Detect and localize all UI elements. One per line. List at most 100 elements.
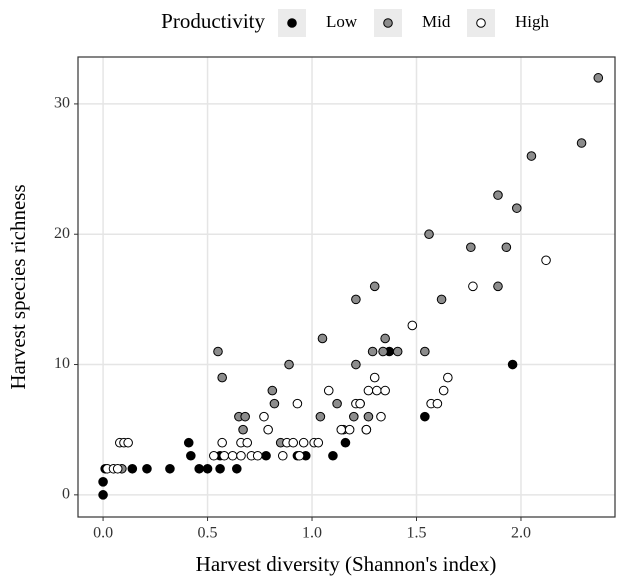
point xyxy=(466,242,476,253)
point xyxy=(98,490,108,500)
point xyxy=(194,463,204,474)
point xyxy=(380,385,390,396)
point xyxy=(269,398,280,409)
legend-marker xyxy=(476,18,486,28)
y-tick-label: 0 xyxy=(62,486,70,503)
point xyxy=(112,463,123,474)
point xyxy=(436,294,447,305)
point xyxy=(443,372,453,383)
point xyxy=(328,450,338,461)
point xyxy=(332,398,342,409)
point xyxy=(288,437,299,448)
point xyxy=(363,411,374,422)
x-tick-label: 1.5 xyxy=(406,525,426,542)
point xyxy=(361,424,372,435)
legend-label: Low xyxy=(326,12,358,31)
point xyxy=(123,437,133,448)
point xyxy=(323,385,334,396)
point xyxy=(380,333,390,344)
point xyxy=(526,151,537,161)
point xyxy=(240,411,250,422)
point xyxy=(468,281,478,292)
point xyxy=(363,385,374,396)
point xyxy=(313,437,324,448)
point xyxy=(493,190,503,200)
point xyxy=(438,385,449,396)
point xyxy=(432,398,443,409)
point xyxy=(232,463,242,474)
point xyxy=(242,437,253,448)
point xyxy=(213,346,223,357)
point xyxy=(252,450,263,461)
point xyxy=(259,411,269,422)
point xyxy=(267,385,278,396)
point xyxy=(98,477,108,487)
point xyxy=(407,320,418,331)
point xyxy=(593,73,604,83)
point xyxy=(369,281,380,292)
point xyxy=(127,463,138,474)
y-tick-label: 10 xyxy=(54,355,70,372)
point xyxy=(355,398,365,409)
point xyxy=(511,203,522,213)
point xyxy=(315,411,326,422)
legend-label: High xyxy=(515,12,550,31)
point xyxy=(183,437,194,448)
point xyxy=(424,229,434,240)
y-tick-label: 30 xyxy=(54,95,70,112)
point xyxy=(261,450,271,461)
x-tick-label: 0.0 xyxy=(93,525,113,542)
legend-marker xyxy=(287,18,297,28)
legend-marker xyxy=(383,18,393,28)
panel-border xyxy=(77,56,616,518)
point xyxy=(336,424,347,435)
point xyxy=(493,281,503,292)
point xyxy=(219,450,230,461)
point xyxy=(371,385,382,396)
point xyxy=(142,463,152,474)
y-tick-label: 20 xyxy=(54,225,70,242)
x-tick-label: 1.0 xyxy=(302,525,322,542)
point xyxy=(238,424,248,435)
point xyxy=(340,437,351,448)
point xyxy=(507,359,518,370)
point xyxy=(215,463,225,474)
point xyxy=(344,424,355,435)
point xyxy=(277,450,288,461)
point xyxy=(369,372,380,383)
point xyxy=(576,138,587,148)
point xyxy=(420,411,430,422)
point xyxy=(217,372,227,383)
point xyxy=(209,450,219,461)
point xyxy=(376,411,386,422)
point xyxy=(292,398,303,409)
point xyxy=(378,346,388,357)
point xyxy=(351,294,361,305)
point xyxy=(202,463,213,474)
legend-title: Productivity xyxy=(161,9,265,33)
point xyxy=(298,437,309,448)
point xyxy=(420,346,430,357)
point xyxy=(294,450,305,461)
legend-label: Mid xyxy=(422,12,451,31)
point xyxy=(541,255,551,266)
point xyxy=(351,359,361,370)
point xyxy=(263,424,273,435)
point xyxy=(236,450,246,461)
point xyxy=(165,463,175,474)
point xyxy=(217,437,227,448)
point xyxy=(284,359,294,370)
point xyxy=(367,346,378,357)
point xyxy=(317,333,328,344)
x-axis-label: Harvest diversity (Shannon's index) xyxy=(196,552,497,576)
x-tick-label: 2.0 xyxy=(511,525,531,542)
point xyxy=(186,450,196,461)
point xyxy=(392,346,403,357)
point xyxy=(349,411,359,422)
point xyxy=(501,242,512,253)
plot-panel xyxy=(78,57,615,517)
x-tick-label: 0.5 xyxy=(198,525,218,542)
y-axis-label: Harvest species richness xyxy=(6,184,30,389)
point xyxy=(227,450,238,461)
